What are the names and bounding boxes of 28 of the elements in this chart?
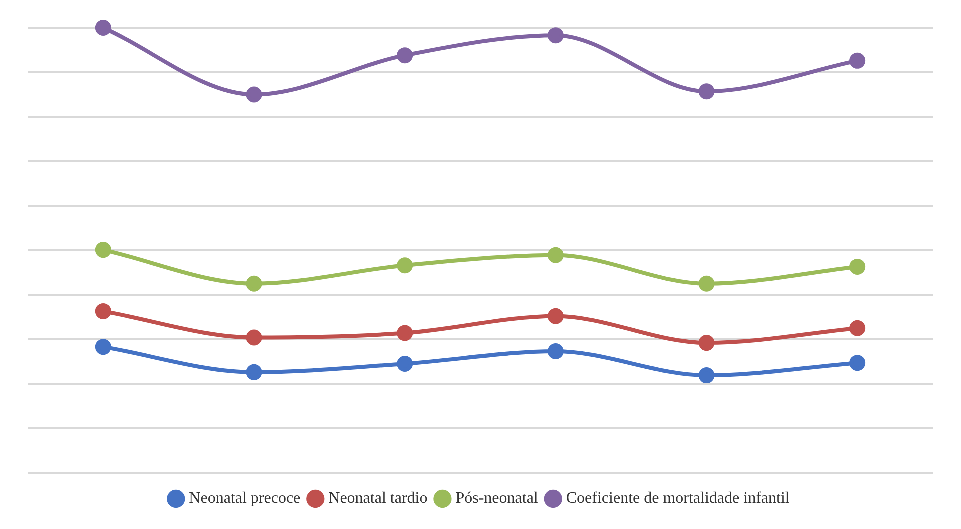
point xyxy=(548,308,564,324)
point xyxy=(246,330,262,346)
point xyxy=(698,276,715,292)
point xyxy=(246,364,262,380)
legend-label: Neonatal precoce xyxy=(189,490,301,508)
legend-label: Coeficiente de mortalidade infantil xyxy=(566,490,790,508)
point xyxy=(850,355,866,372)
point xyxy=(246,276,262,292)
point xyxy=(850,320,866,336)
point xyxy=(95,242,112,258)
point xyxy=(397,356,414,372)
point xyxy=(698,335,715,352)
point xyxy=(850,258,866,275)
legend-label: Neonatal tardio xyxy=(328,490,428,508)
point xyxy=(397,258,414,274)
point xyxy=(698,368,715,384)
point xyxy=(698,84,715,100)
point xyxy=(548,247,564,264)
point xyxy=(95,303,112,320)
point xyxy=(95,20,112,36)
point xyxy=(850,52,866,69)
point xyxy=(397,325,414,342)
point xyxy=(548,344,564,360)
point xyxy=(246,86,262,103)
point xyxy=(548,28,564,44)
point xyxy=(397,48,414,64)
legend-label: Pós-neonatal xyxy=(456,490,539,508)
point xyxy=(95,339,112,356)
